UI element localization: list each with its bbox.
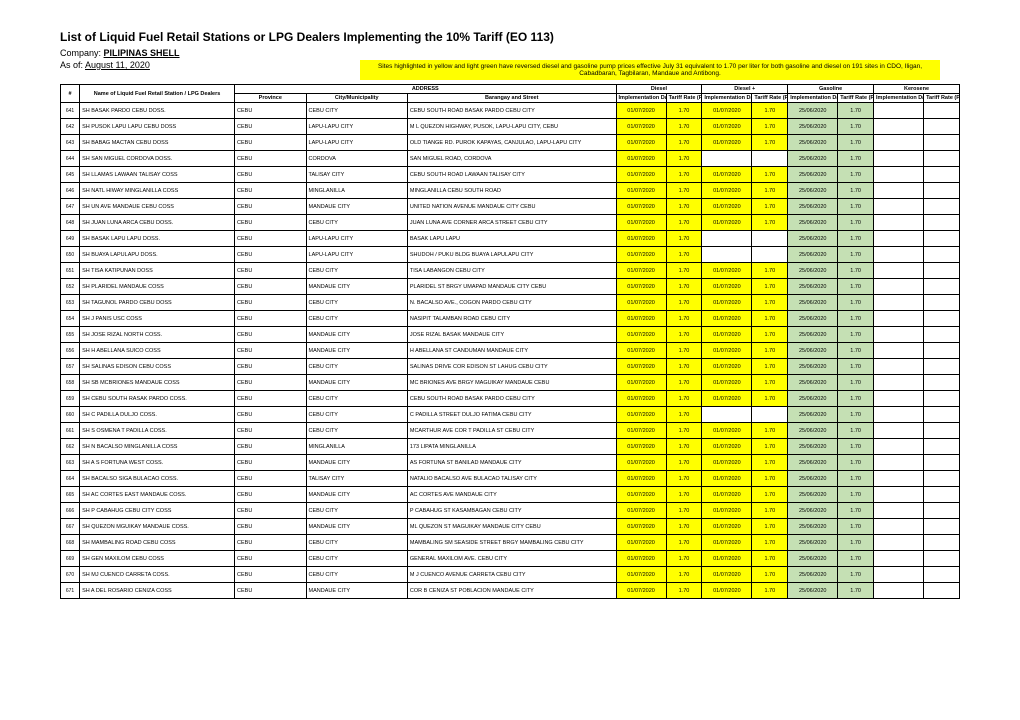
table-row: 650SH BUAYA LAPULAPU DOSS.CEBULAPU-LAPU … [61, 247, 960, 263]
hdr-g-rate: Tariff Rate (Php) [838, 94, 874, 103]
table-row: 659SH CEBU SOUTH RASAK PARDO COSS.CEBUCE… [61, 391, 960, 407]
hdr-gasoline: Gasoline [788, 85, 874, 94]
hdr-name: Name of Liquid Fuel Retail Station / LPG… [80, 85, 235, 103]
table-row: 665SH AC CORTES EAST MANDAUE COSS.CEBUMA… [61, 487, 960, 503]
company-label: Company: [60, 48, 101, 58]
table-row: 653SH TAGUNOL PARDO CEBU DOSSCEBUCEBU CI… [61, 295, 960, 311]
table-row: 645SH LLAMAS LAWAAN TALISAY COSSCEBUTALI… [61, 167, 960, 183]
hdr-k-rate: Tariff Rate (Php) [924, 94, 960, 103]
table-row: 663SH A S FORTUNA WEST COSS.CEBUMANDAUE … [61, 455, 960, 471]
table-body: 641SH BASAK PARDO CEBU DOSS.CEBUCEBU CIT… [61, 103, 960, 599]
table-row: 656SH H ABELLANA SUICO COSSCEBUMANDAUE C… [61, 343, 960, 359]
table-row: 671SH A DEL ROSARIO CENIZA COSSCEBUMANDA… [61, 583, 960, 599]
table-row: 647SH UN AVE MANDAUE CEBU COSSCEBUMANDAU… [61, 199, 960, 215]
table-row: 658SH SB MCBRIONES MANDAUE COSSCEBUMANDA… [61, 375, 960, 391]
table-row: 670SH MJ CUENCO CARRETA COSS.CEBUCEBU CI… [61, 567, 960, 583]
hdr-province: Province [235, 94, 307, 103]
hdr-num: # [61, 85, 80, 103]
table-header: # Name of Liquid Fuel Retail Station / L… [61, 85, 960, 103]
hdr-k-impl: Implementation Date [874, 94, 924, 103]
company-name: PILIPINAS SHELL [104, 48, 180, 58]
table-row: 643SH BABAG MACTAN CEBU DOSSCEBULAPU-LAP… [61, 135, 960, 151]
table-row: 661SH S OSMENA T PADILLA COSS.CEBUCEBU C… [61, 423, 960, 439]
table-row: 641SH BASAK PARDO CEBU DOSS.CEBUCEBU CIT… [61, 103, 960, 119]
table-row: 642SH PUSOK LAPU LAPU CEBU DOSSCEBULAPU-… [61, 119, 960, 135]
table-row: 662SH N BACALSO MINGLANILLA COSSCEBUMING… [61, 439, 960, 455]
hdr-d-impl: Implementation Date [616, 94, 666, 103]
page-title: List of Liquid Fuel Retail Stations or L… [60, 30, 960, 44]
table-row: 654SH J PANIS USC COSSCEBUCEBU CITYNASIP… [61, 311, 960, 327]
table-row: 667SH QUEZON MGUIKAY MANDAUE COSS.CEBUMA… [61, 519, 960, 535]
hdr-dp-impl: Implementation Date [702, 94, 752, 103]
table-row: 669SH GEN MAXILOM CEBU COSSCEBUCEBU CITY… [61, 551, 960, 567]
table-row: 664SH BACALSO SIGA BULACAO COSS.CEBUTALI… [61, 471, 960, 487]
tariff-table: # Name of Liquid Fuel Retail Station / L… [60, 84, 960, 599]
hdr-city: City/Municipality [306, 94, 407, 103]
table-row: 649SH BASAK LAPU LAPU DOSS.CEBULAPU-LAPU… [61, 231, 960, 247]
hdr-g-impl: Implementation Date [788, 94, 838, 103]
table-row: 666SH P CABAHUG CEBU CITY COSSCEBUCEBU C… [61, 503, 960, 519]
asof-date: August 11, 2020 [85, 60, 150, 70]
hdr-diesel: Diesel [616, 85, 702, 94]
table-row: 660SH C PADILLA DULJO COSS.CEBUCEBU CITY… [61, 407, 960, 423]
table-row: 657SH SALINAS EDISON CEBU COSSCEBUCEBU C… [61, 359, 960, 375]
table-row: 668SH MAMBALING ROAD CEBU COSSCEBUCEBU C… [61, 535, 960, 551]
table-row: 644SH SAN MIGUEL CORDOVA DOSS.CEBUCORDOV… [61, 151, 960, 167]
hdr-d-rate: Tariff Rate (Php) [666, 94, 702, 103]
hdr-address: ADDRESS [235, 85, 617, 94]
table-row: 652SH PLARIDEL MANDAUE COSSCEBUMANDAUE C… [61, 279, 960, 295]
asof-line: As of: August 11, 2020 [60, 60, 280, 70]
company-line: Company: PILIPINAS SHELL [60, 48, 960, 58]
hdr-dieselp: Diesel + [702, 85, 788, 94]
hdr-kerosene: Kerosene [874, 85, 960, 94]
table-row: 646SH NATL HIWAY MINGLANILLA COSSCEBUMIN… [61, 183, 960, 199]
table-row: 648SH JUAN LUNA ARCA CEBU DOSS.CEBUCEBU … [61, 215, 960, 231]
asof-label: As of: [60, 60, 83, 70]
hdr-street: Barangay and Street [407, 94, 616, 103]
table-row: 655SH JOSE RIZAL NORTH COSS.CEBUMANDAUE … [61, 327, 960, 343]
table-row: 651SH TISA KATIPUNAN DOSSCEBUCEBU CITYTI… [61, 263, 960, 279]
notice-box: Sites highlighted in yellow and light gr… [360, 60, 940, 80]
document-page: List of Liquid Fuel Retail Stations or L… [0, 0, 1020, 720]
hdr-dp-rate: Tariff Rate (Php) [752, 94, 788, 103]
